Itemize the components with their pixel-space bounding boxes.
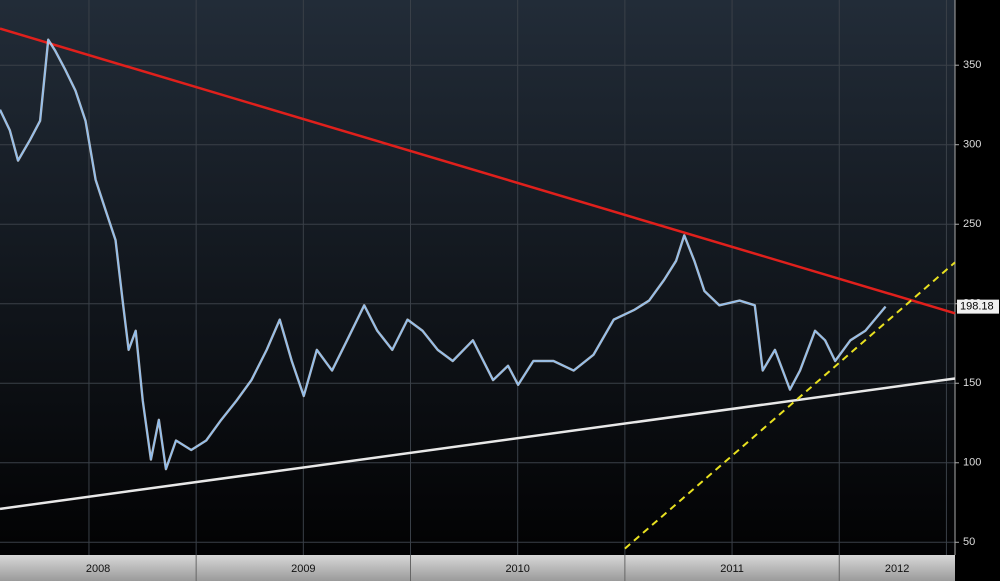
x-axis-bar: [0, 555, 955, 581]
y-tick-label: 250: [963, 218, 981, 230]
last-value-label: 198.18: [960, 301, 994, 313]
last-value-box: [957, 299, 999, 314]
trend-line: [624, 261, 956, 550]
x-tick-label: 2009: [291, 563, 315, 575]
y-tick-label: 50: [963, 536, 975, 548]
x-tick-label: 2011: [720, 563, 744, 575]
x-tick-label: 2010: [505, 563, 529, 575]
trend-line: [0, 27, 956, 315]
price-line: [0, 39, 887, 470]
x-tick-label: 2008: [86, 563, 110, 575]
y-axis-area: [955, 0, 1000, 581]
y-tick-label: 100: [963, 457, 981, 469]
y-tick-label: 300: [963, 139, 981, 151]
trend-line: [0, 377, 956, 511]
plot-area: [0, 0, 955, 555]
y-tick-label: 150: [963, 377, 981, 389]
x-tick-label: 2012: [885, 563, 909, 575]
y-tick-label: 350: [963, 59, 981, 71]
